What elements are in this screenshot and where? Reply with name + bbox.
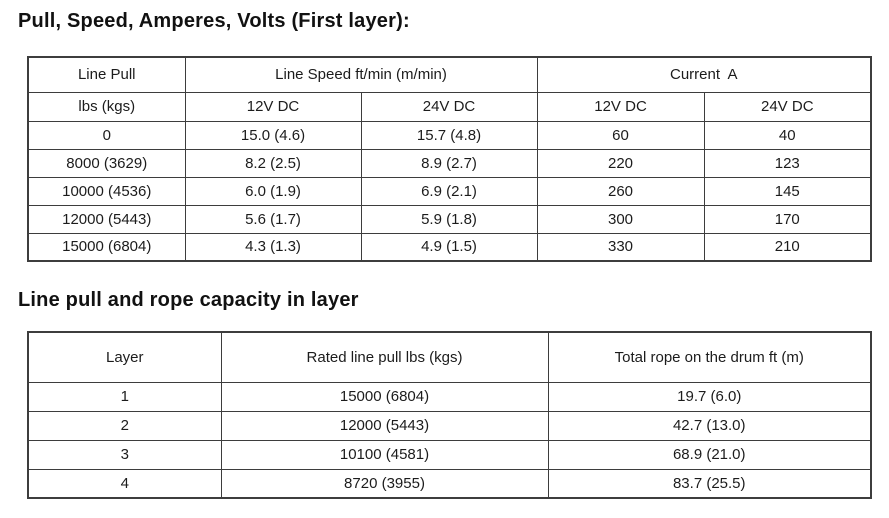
cell-line-pull: 0 — [27, 120, 186, 150]
cell-line-pull: 8000 (3629) — [27, 148, 186, 178]
cell-speed-24v: 5.9 (1.8) — [360, 204, 538, 234]
cell-total-rope: 83.7 (25.5) — [547, 468, 872, 499]
subheader-speed-24v: 24V DC — [360, 91, 538, 122]
cell-rated-line-pull: 12000 (5443) — [220, 410, 549, 441]
cell-current-12v: 300 — [536, 204, 705, 234]
table-row: 0 15.0 (4.6) 15.7 (4.8) 60 40 — [27, 120, 872, 150]
subheader-current-12v: 12V DC — [536, 91, 705, 122]
cell-current-12v: 330 — [536, 232, 705, 262]
cell-layer: 3 — [27, 439, 222, 470]
cell-speed-24v: 15.7 (4.8) — [360, 120, 538, 150]
rope-capacity-table: Layer Rated line pull lbs (kgs) Total ro… — [27, 331, 872, 499]
cell-current-24v: 210 — [703, 232, 872, 262]
header-rated-line-pull: Rated line pull lbs (kgs) — [220, 331, 549, 383]
cell-current-12v: 260 — [536, 176, 705, 206]
cell-speed-12v: 6.0 (1.9) — [184, 176, 362, 206]
section-title-pull-speed: Pull, Speed, Amperes, Volts (First layer… — [18, 10, 410, 32]
cell-current-24v: 123 — [703, 148, 872, 178]
table-header-row: Line Pull Line Speed ft/min (m/min) Curr… — [27, 56, 872, 93]
cell-layer: 2 — [27, 410, 222, 441]
table-header-row: Layer Rated line pull lbs (kgs) Total ro… — [27, 331, 872, 383]
table-row: 2 12000 (5443) 42.7 (13.0) — [27, 410, 872, 441]
section-title-rope-capacity: Line pull and rope capacity in layer — [18, 289, 359, 311]
cell-speed-12v: 5.6 (1.7) — [184, 204, 362, 234]
cell-speed-24v: 4.9 (1.5) — [360, 232, 538, 262]
cell-speed-24v: 6.9 (2.1) — [360, 176, 538, 206]
pull-speed-table: Line Pull Line Speed ft/min (m/min) Curr… — [27, 56, 873, 262]
cell-rated-line-pull: 10100 (4581) — [220, 439, 549, 470]
table-row: 3 10100 (4581) 68.9 (21.0) — [27, 439, 872, 470]
subheader-current-24v: 24V DC — [703, 91, 872, 122]
table-row: 12000 (5443) 5.6 (1.7) 5.9 (1.8) 300 170 — [27, 204, 872, 234]
cell-line-pull: 12000 (5443) — [27, 204, 186, 234]
table-row: 4 8720 (3955) 83.7 (25.5) — [27, 468, 872, 499]
table-row: 15000 (6804) 4.3 (1.3) 4.9 (1.5) 330 210 — [27, 232, 872, 262]
cell-total-rope: 42.7 (13.0) — [547, 410, 872, 441]
table-row: 1 15000 (6804) 19.7 (6.0) — [27, 381, 872, 412]
cell-speed-12v: 15.0 (4.6) — [184, 120, 362, 150]
document-page: Pull, Speed, Amperes, Volts (First layer… — [18, 10, 873, 499]
cell-speed-12v: 8.2 (2.5) — [184, 148, 362, 178]
subheader-speed-12v: 12V DC — [184, 91, 362, 122]
cell-current-12v: 60 — [536, 120, 705, 150]
cell-layer: 1 — [27, 381, 222, 412]
header-total-rope: Total rope on the drum ft (m) — [547, 331, 872, 383]
cell-total-rope: 68.9 (21.0) — [547, 439, 872, 470]
table-row: 8000 (3629) 8.2 (2.5) 8.9 (2.7) 220 123 — [27, 148, 872, 178]
cell-line-pull: 10000 (4536) — [27, 176, 186, 206]
cell-line-pull: 15000 (6804) — [27, 232, 186, 262]
cell-speed-12v: 4.3 (1.3) — [184, 232, 362, 262]
cell-total-rope: 19.7 (6.0) — [547, 381, 872, 412]
header-layer: Layer — [27, 331, 222, 383]
cell-current-24v: 170 — [703, 204, 872, 234]
cell-current-12v: 220 — [536, 148, 705, 178]
subheader-lbs-kgs: lbs (kgs) — [27, 91, 186, 122]
cell-speed-24v: 8.9 (2.7) — [360, 148, 538, 178]
cell-current-24v: 40 — [703, 120, 872, 150]
table-subheader-row: lbs (kgs) 12V DC 24V DC 12V DC 24V DC — [27, 91, 872, 122]
table-row: 10000 (4536) 6.0 (1.9) 6.9 (2.1) 260 145 — [27, 176, 872, 206]
cell-rated-line-pull: 8720 (3955) — [220, 468, 549, 499]
header-current: Current A — [536, 56, 872, 93]
cell-rated-line-pull: 15000 (6804) — [220, 381, 549, 412]
header-line-speed: Line Speed ft/min (m/min) — [184, 56, 538, 93]
header-line-pull: Line Pull — [27, 56, 186, 93]
cell-current-24v: 145 — [703, 176, 872, 206]
cell-layer: 4 — [27, 468, 222, 499]
